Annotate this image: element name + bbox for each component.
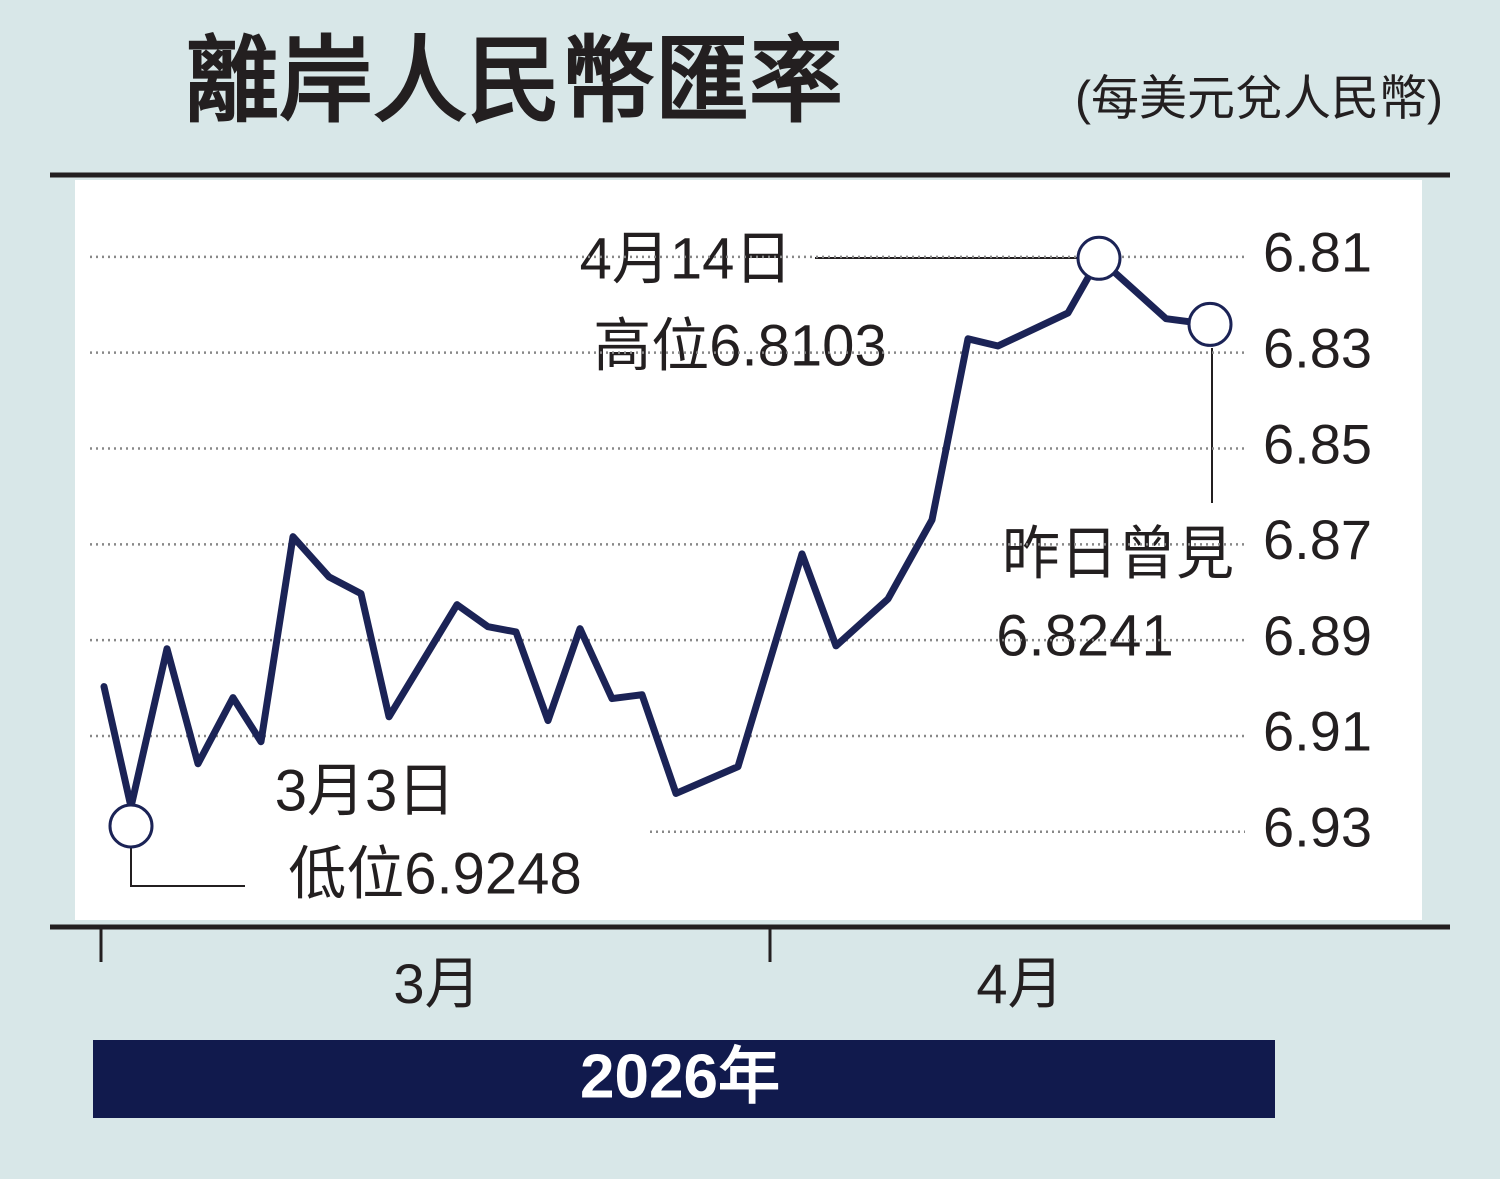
chart-title: 離岸人民幣匯率: [185, 28, 843, 133]
plot-area: [75, 180, 1422, 920]
subtitle: (每美元兌人民幣): [1075, 73, 1443, 126]
year-label: 2026年: [580, 1042, 780, 1111]
month-label: 4月: [976, 952, 1063, 1015]
year-bar: [93, 1040, 1275, 1118]
annotation: 4月14日: [580, 226, 793, 291]
annotation: 6.8241: [996, 603, 1173, 668]
point-marker: [1076, 235, 1122, 281]
y-tick-label: 6.87: [1263, 508, 1372, 571]
annotation: 3月3日: [275, 758, 456, 823]
y-tick-label: 6.91: [1263, 700, 1372, 763]
y-tick-label: 6.81: [1263, 221, 1372, 284]
y-tick-label: 6.89: [1263, 604, 1372, 667]
annotation: 昨日曾見: [1002, 521, 1234, 586]
y-tick-label: 6.83: [1263, 316, 1372, 379]
point-marker: [1187, 301, 1233, 347]
y-tick-label: 6.93: [1263, 796, 1372, 859]
leader-line: [130, 848, 245, 887]
annotation: 低位6.9248: [288, 841, 581, 906]
point-marker: [108, 803, 154, 849]
line: [100, 254, 1214, 811]
annotation: 高位6.8103: [593, 313, 886, 378]
y-tick-label: 6.85: [1263, 412, 1372, 475]
month-label: 3月: [393, 952, 480, 1015]
